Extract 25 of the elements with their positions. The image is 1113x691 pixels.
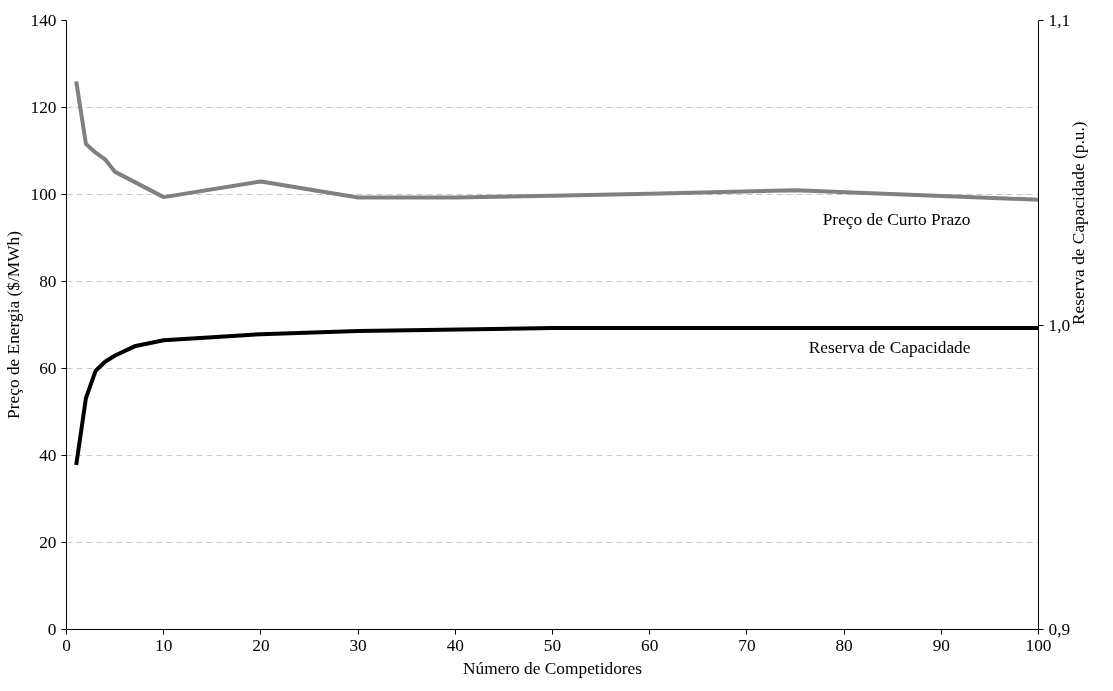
x-tick-label: 10 (155, 635, 173, 655)
y2-tick-label: 1,1 (1048, 11, 1071, 30)
y-tick-label: 80 (39, 272, 57, 291)
y-tick-label: 40 (39, 446, 57, 465)
series-label: Preço de Curto Prazo (822, 209, 971, 229)
line-series (74, 79, 1039, 202)
y-tick-label: 60 (39, 359, 57, 378)
series-label: Reserva de Capacidade (808, 338, 971, 358)
x-tick-label: 80 (835, 635, 853, 655)
y-axis-title: Preço de Energia ($/MWh) (3, 230, 23, 419)
x-tick-label: 90 (932, 635, 950, 655)
y-tick-label: 100 (30, 185, 57, 204)
y-tick-label: 20 (39, 533, 57, 552)
x-tick-label: 50 (543, 635, 562, 655)
x-tick-label: 60 (641, 635, 659, 655)
y-tick-label: 0 (47, 620, 57, 639)
x-tick-label: 70 (738, 635, 756, 655)
x-axis-title: Número de Competidores (462, 658, 643, 678)
x-tick-label: 0 (62, 635, 71, 655)
y2-tick-label: 1,0 (1048, 315, 1071, 335)
x-tick-label: 20 (252, 635, 270, 655)
x-tick-label: 40 (446, 635, 464, 655)
y-tick-label: 120 (30, 98, 57, 117)
y-tick-label: 140 (30, 11, 57, 30)
x-tick-label: 30 (349, 635, 367, 655)
